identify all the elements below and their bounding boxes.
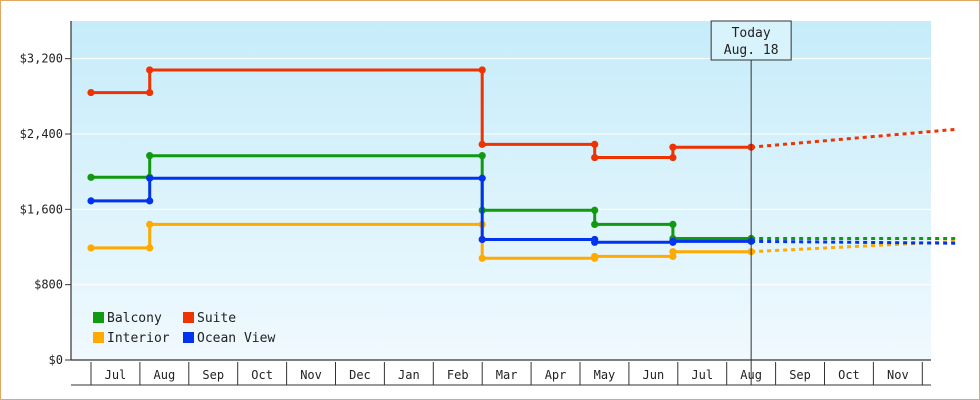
data-point	[146, 174, 154, 182]
data-point	[87, 173, 95, 181]
x-tick-label: Aug	[154, 368, 176, 382]
axes: $0 $800 $1,600 $2,400 $3,200 Jul Aug Sep Oct Nov D…	[20, 21, 931, 386]
data-point	[146, 244, 154, 252]
series-line	[91, 154, 752, 240]
x-tick-label: Jul	[105, 368, 127, 382]
legend-label: Ocean View	[197, 331, 275, 346]
data-point	[146, 88, 154, 97]
x-tick-label: Sep	[789, 368, 811, 382]
y-tick-label: $3,200	[20, 52, 63, 66]
data-point	[478, 254, 486, 262]
series-line	[91, 68, 752, 159]
x-tick-label: Jun	[643, 368, 665, 382]
data-point	[669, 220, 677, 228]
data-point	[146, 66, 154, 74]
data-point	[591, 153, 599, 162]
data-point	[478, 140, 486, 148]
data-point	[591, 238, 599, 246]
data-point	[478, 174, 486, 182]
y-tick-label: $2,400	[20, 127, 63, 141]
data-point	[591, 220, 599, 228]
today-box	[710, 20, 792, 61]
data-point	[591, 252, 599, 261]
x-tick-label: Apr	[545, 368, 567, 382]
data-point	[478, 66, 486, 74]
data-point	[146, 220, 154, 228]
x-tick-label: Dec	[349, 368, 371, 382]
data-point	[146, 152, 154, 160]
data-point	[669, 248, 677, 256]
today-label: Today	[732, 26, 771, 41]
legend: Balcony Suite Interior Ocean View	[93, 311, 275, 346]
x-tick-label: Jan	[398, 368, 420, 382]
series-forecast-line	[751, 239, 957, 245]
y-tick-label: $0	[49, 353, 63, 367]
legend-swatch	[93, 332, 104, 343]
x-tick-label: Oct	[838, 368, 860, 382]
x-tick-label: Feb	[447, 368, 469, 382]
legend-label: Balcony	[107, 311, 162, 326]
legend-label: Suite	[197, 311, 236, 326]
data-point	[669, 143, 677, 151]
data-point	[669, 237, 677, 245]
legend-swatch	[183, 332, 194, 343]
data-point	[478, 235, 486, 244]
x-tick-label: Nov	[887, 368, 909, 382]
data-point	[591, 140, 599, 148]
data-point	[591, 206, 599, 214]
x-tick-label: Nov	[300, 368, 322, 382]
today-date: Aug. 18	[724, 43, 779, 58]
x-tick-label: Oct	[251, 368, 273, 382]
plot-area	[71, 21, 931, 360]
today-marker: Today Aug. 18	[710, 20, 792, 385]
data-point	[669, 153, 677, 162]
data-point	[87, 88, 95, 97]
series-layer	[87, 66, 957, 262]
x-tick-label: Mar	[496, 368, 518, 382]
x-tick-label: Jul	[691, 368, 713, 382]
legend-swatch	[183, 312, 194, 323]
data-point	[87, 244, 95, 252]
data-point	[146, 197, 154, 205]
data-point	[87, 197, 95, 205]
x-tick-label: Sep	[202, 368, 224, 382]
legend-swatch	[93, 312, 104, 323]
legend-label: Interior	[107, 331, 170, 346]
series-forecast-line	[751, 127, 957, 149]
x-tick-label: May	[594, 368, 616, 382]
y-tick-label: $1,600	[20, 202, 63, 216]
data-point	[478, 152, 486, 160]
y-tick-label: $800	[34, 278, 63, 292]
